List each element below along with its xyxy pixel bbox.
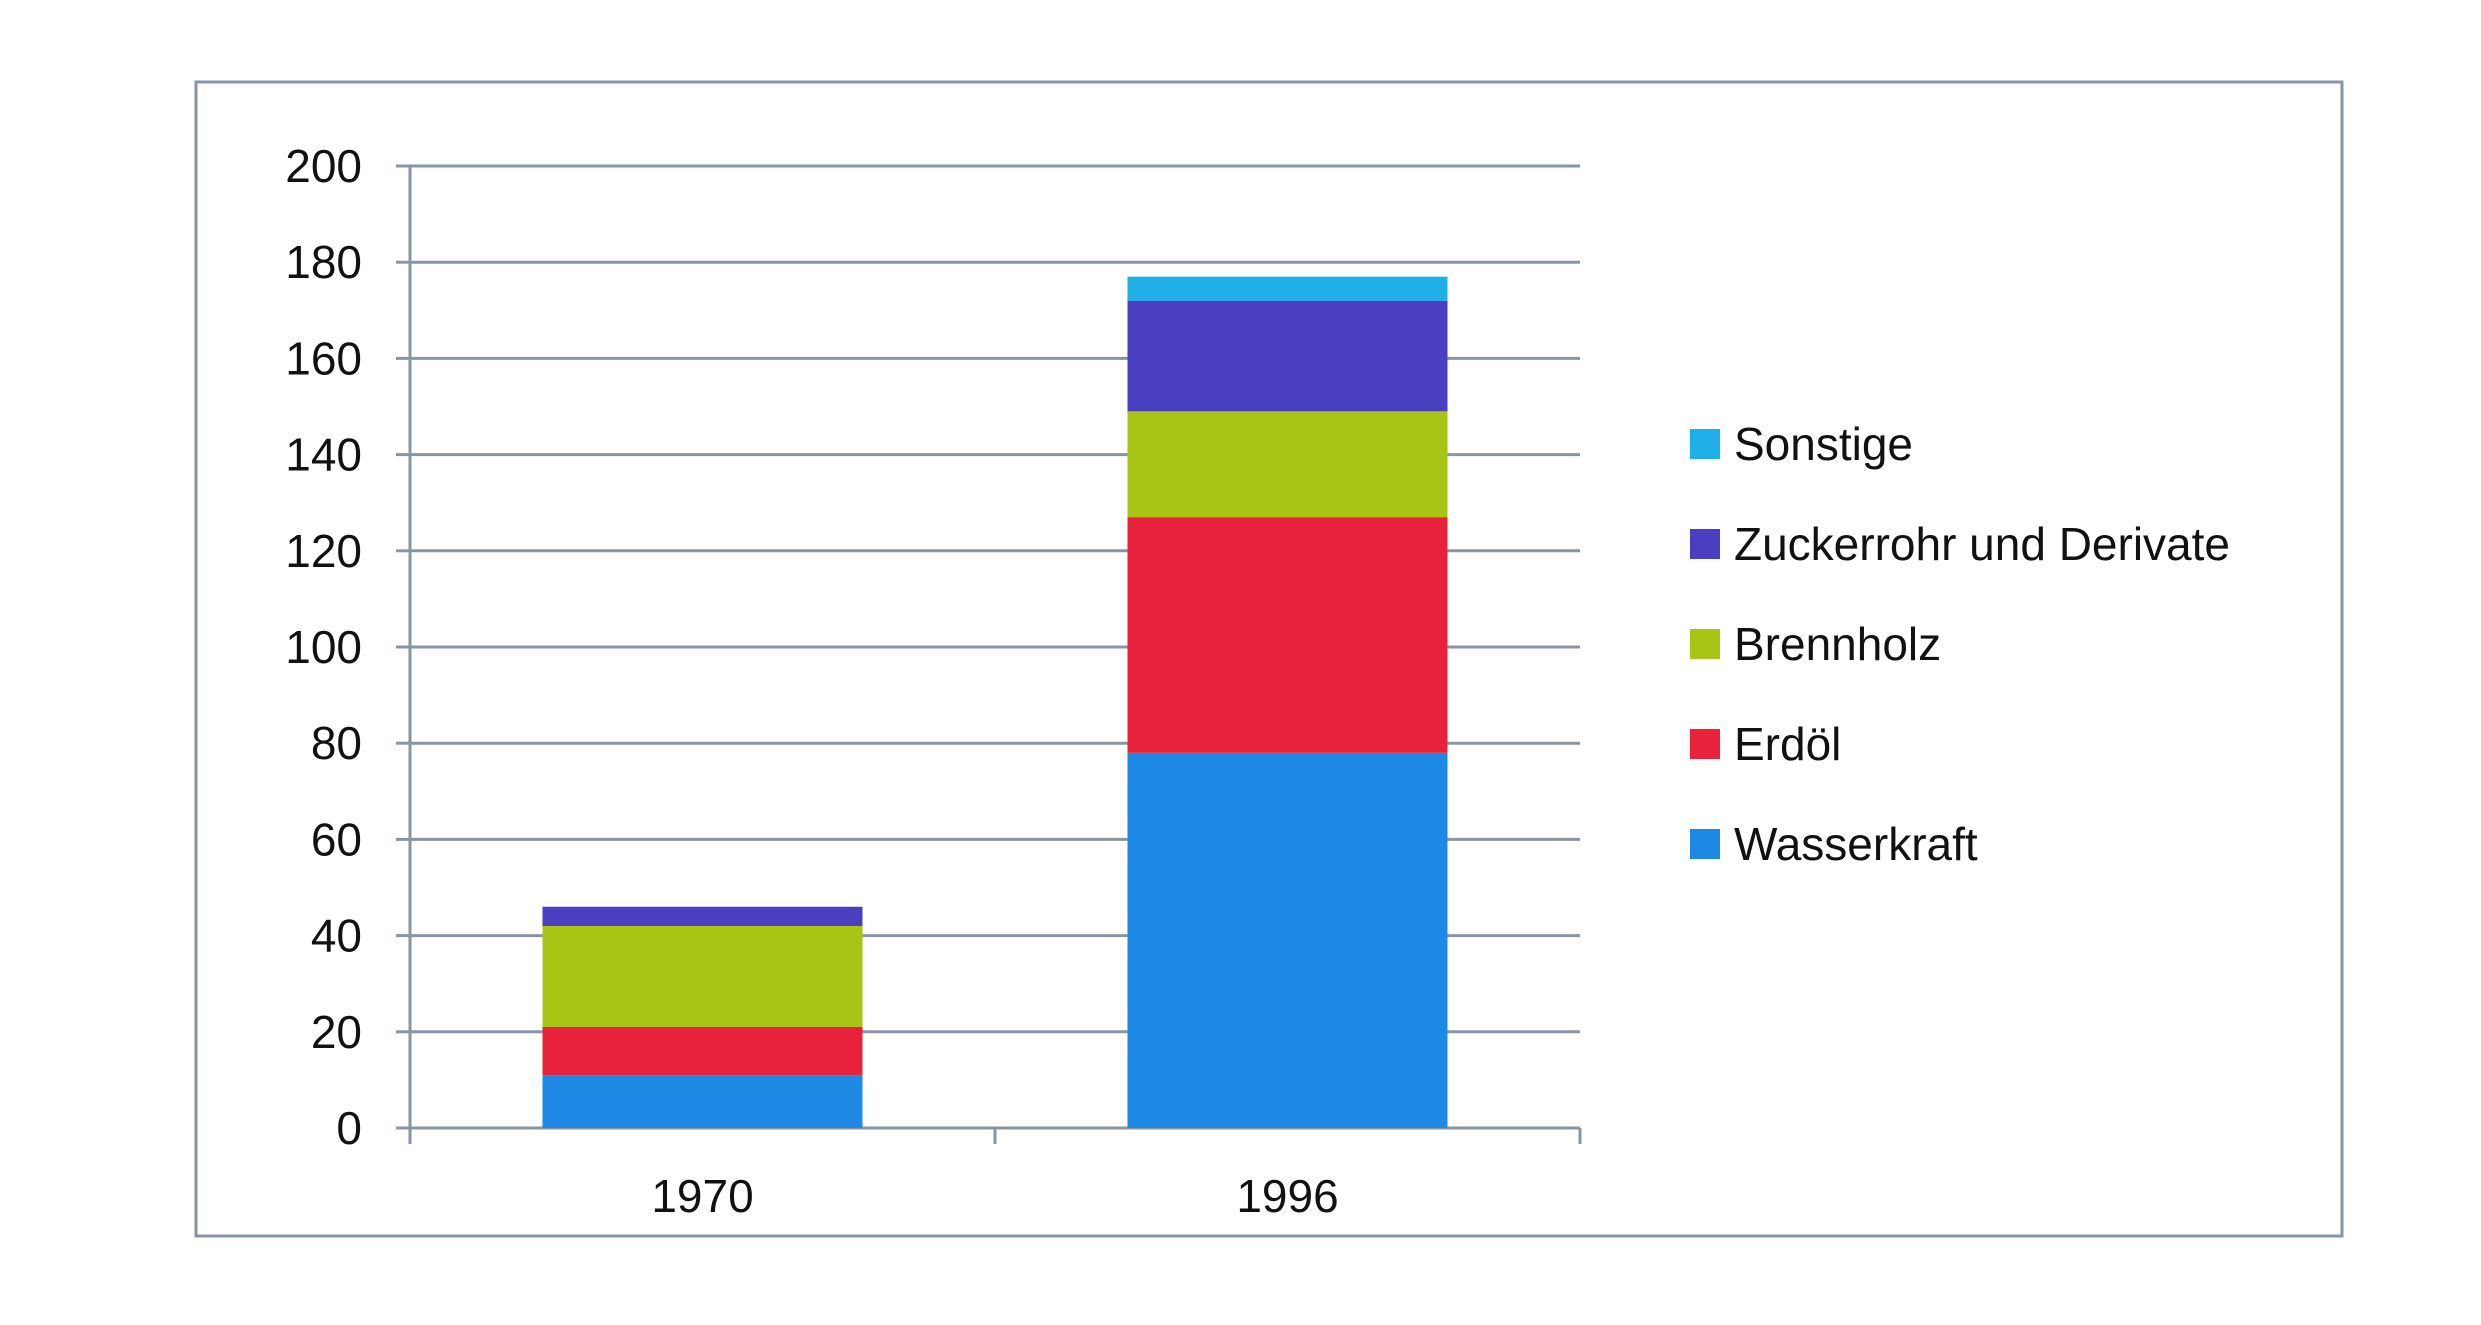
legend: Sonstige Zuckerrohr und Derivate Brennholz…: [1690, 418, 2230, 870]
legend-label-zuckerrohr-und-derivate: Zuckerrohr und Derivate: [1734, 518, 2230, 570]
bar-segment-sonstige-1996: [1127, 276, 1448, 301]
y-tick-label: 180: [285, 236, 362, 288]
y-tick-label: 80: [311, 717, 362, 769]
y-tick-label: 120: [285, 525, 362, 577]
legend-label-sonstige: Sonstige: [1734, 418, 1913, 470]
bar-segment-erd-l-1996: [1127, 517, 1448, 753]
bar-segment-brennholz-1970: [542, 925, 863, 1027]
y-tick-label: 100: [285, 621, 362, 673]
bar-segment-erd-l-1970: [542, 1026, 863, 1076]
y-tick-label: 200: [285, 140, 362, 192]
bars: [542, 276, 1448, 1128]
x-tick-label: 1996: [1236, 1170, 1338, 1222]
tick-labels: 0 20 40 60 80 100 120 140 160 180 200 1970 1996: [285, 140, 1338, 1222]
y-tick-label: 0: [336, 1102, 362, 1154]
legend-label-brennholz: Brennholz: [1734, 618, 1941, 670]
y-tick-label: 20: [311, 1006, 362, 1058]
y-tick-label: 60: [311, 813, 362, 865]
y-tick-label: 160: [285, 332, 362, 384]
legend-swatch-wasserkraft: [1690, 829, 1720, 859]
legend-swatch-sonstige: [1690, 429, 1720, 459]
bar-segment-zuckerrohr-und-derivate-1996: [1127, 300, 1448, 412]
bar-segment-brennholz-1996: [1127, 411, 1448, 518]
x-tick-label: 1970: [651, 1170, 753, 1222]
y-tick-label: 40: [311, 910, 362, 962]
bar-segment-wasserkraft-1970: [542, 1075, 863, 1128]
y-tick-label: 140: [285, 429, 362, 481]
legend-label-erd-l: Erdöl: [1734, 718, 1841, 770]
legend-swatch-brennholz: [1690, 629, 1720, 659]
bar-segment-zuckerrohr-und-derivate-1970: [542, 906, 863, 926]
bar-segment-wasserkraft-1996: [1127, 752, 1448, 1128]
legend-swatch-erd-l: [1690, 729, 1720, 759]
legend-swatch-zuckerrohr-und-derivate: [1690, 529, 1720, 559]
legend-label-wasserkraft: Wasserkraft: [1734, 818, 1978, 870]
